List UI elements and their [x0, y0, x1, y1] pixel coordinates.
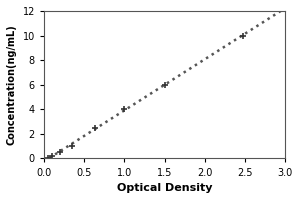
- X-axis label: Optical Density: Optical Density: [117, 183, 212, 193]
- Y-axis label: Concentration(ng/mL): Concentration(ng/mL): [7, 24, 17, 145]
